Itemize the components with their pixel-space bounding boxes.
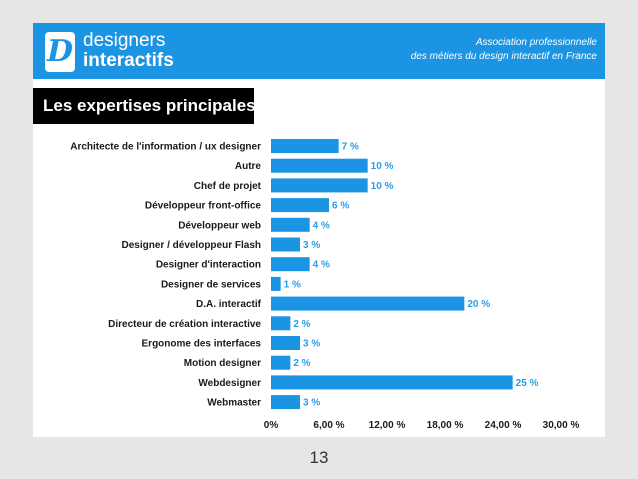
bar-8 — [271, 296, 465, 311]
category-label-0: Architecte de l'information / ux designe… — [70, 142, 261, 153]
category-label-4: Développeur web — [178, 220, 261, 231]
x-tick-label-3: 18,00 % — [427, 420, 464, 431]
value-label-4: 4 % — [313, 220, 330, 231]
category-label-12: Webdesigner — [198, 378, 261, 389]
value-label-1: 10 % — [371, 161, 394, 172]
x-tick-label-5: 30,00 % — [543, 420, 580, 431]
bar-3 — [271, 198, 329, 213]
value-label-12: 25 % — [516, 378, 539, 389]
value-label-6: 4 % — [313, 260, 330, 271]
bar-0 — [271, 139, 339, 153]
bar-7 — [271, 276, 281, 291]
value-label-11: 2 % — [293, 358, 310, 369]
category-label-6: Designer d'interaction — [156, 260, 261, 271]
header-banner: D designers interactifs Association prof… — [33, 23, 605, 79]
value-label-5: 3 % — [303, 240, 320, 251]
x-tick-label-0: 0% — [264, 420, 279, 431]
logo-letter: D — [46, 34, 73, 69]
x-tick-label-4: 24,00 % — [485, 420, 522, 431]
value-label-0: 7 % — [342, 142, 359, 153]
bar-2 — [271, 178, 368, 193]
category-label-13: Webmaster — [207, 398, 261, 409]
value-label-13: 3 % — [303, 398, 320, 409]
value-label-10: 3 % — [303, 339, 320, 350]
value-label-2: 10 % — [371, 181, 394, 192]
x-tick-label-2: 12,00 % — [369, 420, 406, 431]
category-label-7: Designer de services — [161, 279, 261, 290]
page-number: 13 — [309, 448, 329, 467]
bar-11 — [271, 355, 291, 370]
brand-name-line1: designers — [83, 30, 166, 51]
category-label-11: Motion designer — [184, 358, 261, 369]
association-subtitle-line2: des métiers du design interactif en Fran… — [410, 51, 597, 62]
bar-6 — [271, 257, 310, 272]
value-label-3: 6 % — [332, 201, 349, 212]
bar-9 — [271, 316, 291, 331]
category-label-9: Directeur de création interactive — [108, 319, 261, 330]
brand-name-line2: interactifs — [83, 50, 174, 71]
value-label-9: 2 % — [293, 319, 310, 330]
bar-5 — [271, 237, 300, 252]
category-label-5: Designer / développeur Flash — [122, 240, 261, 251]
bar-13 — [271, 395, 300, 410]
bar-1 — [271, 158, 368, 173]
value-label-7: 1 % — [284, 279, 301, 290]
section-title: Les expertises principales — [33, 88, 256, 124]
bar-4 — [271, 217, 310, 232]
category-label-8: D.A. interactif — [196, 299, 262, 310]
bar-10 — [271, 336, 300, 350]
logo-icon: D — [45, 32, 75, 72]
x-tick-label-1: 6,00 % — [313, 420, 344, 431]
category-label-3: Développeur front-office — [145, 201, 262, 212]
value-label-8: 20 % — [467, 299, 490, 310]
bar-12 — [271, 375, 513, 390]
category-label-1: Autre — [235, 161, 262, 172]
category-label-10: Ergonome des interfaces — [142, 339, 262, 350]
association-subtitle-line1: Association professionnelle — [475, 37, 597, 48]
category-label-2: Chef de projet — [194, 181, 262, 192]
